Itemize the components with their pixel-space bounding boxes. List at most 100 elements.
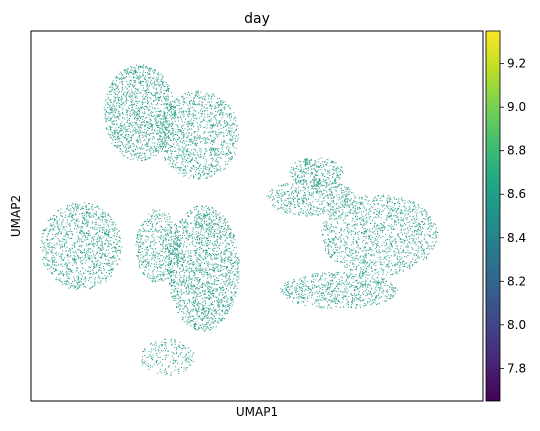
scatter-point xyxy=(218,104,220,106)
scatter-point xyxy=(115,93,117,95)
scatter-point xyxy=(218,322,220,324)
scatter-point xyxy=(199,270,201,271)
scatter-point xyxy=(194,114,196,115)
scatter-point xyxy=(113,130,115,132)
scatter-point xyxy=(166,150,168,152)
scatter-point xyxy=(230,297,232,298)
scatter-point xyxy=(207,94,209,96)
scatter-point xyxy=(94,213,96,215)
scatter-point xyxy=(131,100,133,102)
scatter-point xyxy=(218,302,220,304)
scatter-point xyxy=(60,233,62,235)
scatter-point xyxy=(208,101,210,103)
scatter-point xyxy=(191,168,193,169)
scatter-point xyxy=(120,128,122,130)
scatter-point xyxy=(211,144,213,145)
scatter-point xyxy=(79,273,81,275)
scatter-point xyxy=(93,271,94,273)
scatter-point xyxy=(77,288,79,290)
scatter-point xyxy=(231,298,233,300)
scatter-point xyxy=(86,212,88,213)
scatter-point xyxy=(129,96,131,98)
scatter-point xyxy=(190,252,192,254)
scatter-point xyxy=(156,121,158,123)
scatter-point xyxy=(204,297,206,299)
scatter-point xyxy=(178,298,180,300)
scatter-point xyxy=(164,124,166,126)
scatter-point xyxy=(207,315,209,317)
scatter-point xyxy=(163,81,165,83)
scatter-point xyxy=(85,211,87,213)
scatter-point xyxy=(148,123,150,125)
scatter-point xyxy=(149,115,151,117)
scatter-point xyxy=(93,212,95,214)
scatter-point xyxy=(95,212,97,214)
scatter-point xyxy=(116,129,118,131)
scatter-point xyxy=(157,138,159,140)
scatter-point xyxy=(135,123,137,125)
scatter-point xyxy=(219,114,221,116)
scatter-point xyxy=(173,296,175,298)
scatter-point xyxy=(118,146,120,148)
scatter-point xyxy=(218,275,220,277)
scatter-point xyxy=(61,212,63,214)
scatter-point xyxy=(223,259,225,261)
scatter-point xyxy=(219,292,221,294)
scatter-point xyxy=(162,81,164,83)
scatter-point xyxy=(101,272,102,274)
scatter-point xyxy=(188,314,190,316)
scatter-point xyxy=(182,281,184,283)
scatter-point xyxy=(93,242,95,244)
scatter-point xyxy=(175,112,176,114)
scatter-point xyxy=(138,128,140,130)
scatter-point xyxy=(180,242,182,244)
scatter-point xyxy=(175,111,176,113)
scatter-point xyxy=(169,283,171,285)
scatter-point xyxy=(168,124,170,126)
scatter-point xyxy=(198,258,200,260)
scatter-point xyxy=(117,136,119,138)
scatter-point xyxy=(208,236,210,238)
scatter-point xyxy=(190,281,192,283)
scatter-point xyxy=(176,104,178,106)
scatter-point xyxy=(188,144,190,145)
scatter-point xyxy=(186,230,188,231)
scatter-point xyxy=(125,68,127,70)
scatter-point xyxy=(137,97,139,99)
scatter-point xyxy=(189,95,191,97)
scatter-point xyxy=(218,154,220,156)
scatter-point xyxy=(145,158,147,160)
scatter-point xyxy=(223,297,225,299)
scatter-point xyxy=(142,99,143,101)
scatter-point xyxy=(224,281,226,283)
scatter-point xyxy=(115,117,117,119)
scatter-point xyxy=(221,227,222,229)
scatter-point xyxy=(220,230,222,232)
scatter-point xyxy=(172,109,174,111)
scatter-point xyxy=(60,254,62,256)
scatter-point xyxy=(97,252,98,254)
scatter-point xyxy=(71,248,73,250)
scatter-point xyxy=(85,287,87,289)
scatter-point xyxy=(190,122,192,124)
scatter-point xyxy=(123,69,125,71)
scatter-point xyxy=(184,305,186,307)
scatter-point xyxy=(168,156,170,158)
scatter-point xyxy=(165,89,167,91)
scatter-point xyxy=(192,243,194,245)
scatter-point xyxy=(66,274,68,276)
scatter-point xyxy=(189,300,191,302)
scatter-point xyxy=(213,271,215,273)
scatter-point xyxy=(81,206,83,207)
scatter-point xyxy=(225,268,227,270)
scatter-point xyxy=(91,227,93,229)
scatter-point xyxy=(79,232,81,234)
scatter-point xyxy=(43,264,45,266)
scatter-point xyxy=(54,258,56,260)
scatter-point xyxy=(153,82,155,84)
scatter-point xyxy=(172,131,174,133)
scatter-point xyxy=(153,150,155,152)
scatter-point xyxy=(141,134,143,136)
scatter-point xyxy=(226,163,228,165)
scatter-point xyxy=(62,216,63,218)
